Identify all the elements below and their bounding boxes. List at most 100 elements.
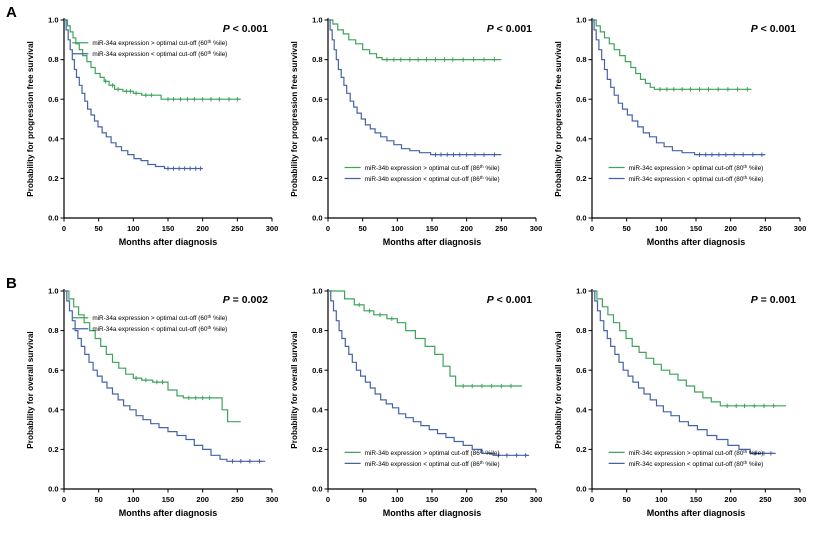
x-tick-label: 0	[62, 495, 66, 504]
x-tick-label: 250	[231, 495, 244, 504]
survival-curve-high	[328, 19, 502, 61]
x-axis-title: Months after diagnosis	[647, 237, 746, 247]
y-tick-label: 0.6	[48, 95, 58, 104]
y-tick-label: 0.8	[312, 55, 322, 64]
survival-curve-high	[592, 290, 787, 407]
x-tick-label: 100	[655, 495, 668, 504]
legend-label: miR-34a expression > optimal cut-off (60…	[92, 314, 227, 322]
y-tick-label: 0.4	[48, 405, 59, 414]
panel-b-row: B 0 50 100 150 200 250 300 0.0 0.2 0.4 0.6 0.8 1.0 Mo…	[0, 271, 825, 542]
x-tick-label: 50	[358, 224, 366, 233]
x-tick-label: 200	[724, 224, 737, 233]
y-tick-label: 1.0	[48, 287, 58, 296]
km-chart-os-mir34c: 0 50 100 150 200 250 300 0.0 0.2 0.4 0.6 0.8 1.0 Mont…	[552, 275, 814, 533]
survival-curve-low	[328, 19, 502, 156]
survival-curve-high	[64, 290, 241, 423]
x-tick-label: 250	[495, 495, 508, 504]
y-tick-label: 0.8	[576, 326, 586, 335]
km-chart-pfs-mir34a: 0 50 100 150 200 250 300 0.0 0.2 0.4 0.6 0.8 1.0 Mont…	[24, 4, 286, 262]
legend-label: miR-34c expression > optimal cut-off (80…	[629, 164, 764, 172]
x-tick-label: 150	[426, 495, 439, 504]
y-axis-title: Probability for progression free surviva…	[290, 41, 299, 197]
survival-curve-low	[64, 19, 203, 170]
y-tick-label: 0.0	[312, 485, 322, 494]
legend-label: miR-34a expression > optimal cut-off (60…	[92, 39, 227, 47]
km-plot-svg: 0 50 100 150 200 250 300 0.0 0.2 0.4 0.6 0.8 1.0 Mont…	[554, 16, 806, 247]
km-plot-svg: 0 50 100 150 200 250 300 0.0 0.2 0.4 0.6 0.8 1.0 Mont…	[290, 287, 543, 518]
legend-label: miR-34b expression < optimal cut-off (86…	[365, 175, 500, 183]
y-tick-label: 1.0	[48, 16, 58, 25]
y-tick-label: 0.2	[576, 445, 586, 454]
x-tick-label: 0	[326, 495, 330, 504]
y-tick-label: 0.0	[48, 214, 58, 223]
x-axis-title: Months after diagnosis	[119, 237, 218, 247]
x-tick-label: 50	[358, 495, 366, 504]
y-tick-label: 0.2	[576, 174, 586, 183]
x-tick-label: 200	[196, 495, 209, 504]
x-tick-label: 300	[266, 495, 279, 504]
x-tick-label: 50	[94, 495, 102, 504]
km-chart-pfs-mir34c: 0 50 100 150 200 250 300 0.0 0.2 0.4 0.6 0.8 1.0 Mont…	[552, 4, 814, 262]
y-tick-label: 0.4	[48, 134, 59, 143]
legend-label: miR-34a expression < optimal cut-off (60…	[92, 325, 227, 333]
x-tick-label: 150	[426, 224, 439, 233]
x-tick-label: 150	[162, 224, 175, 233]
x-tick-label: 300	[530, 224, 543, 233]
x-axis-title: Months after diagnosis	[383, 237, 482, 247]
y-tick-label: 0.6	[312, 95, 322, 104]
x-tick-label: 0	[62, 224, 66, 233]
survival-curve-low	[328, 290, 530, 456]
y-axis-title: Probability for progression free surviva…	[26, 41, 35, 197]
x-tick-label: 50	[94, 224, 102, 233]
x-tick-label: 200	[460, 495, 473, 504]
y-tick-label: 0.2	[312, 174, 322, 183]
y-axis-title: Probability for overall survival	[290, 331, 299, 448]
x-tick-label: 200	[724, 495, 737, 504]
legend-label: miR-34c expression > optimal cut-off (80…	[629, 449, 764, 457]
x-tick-label: 200	[196, 224, 209, 233]
y-tick-label: 1.0	[576, 287, 586, 296]
y-tick-label: 0.0	[312, 214, 322, 223]
y-tick-label: 1.0	[576, 16, 586, 25]
survival-curve-high	[64, 19, 241, 100]
x-tick-label: 150	[690, 224, 703, 233]
x-tick-label: 100	[655, 224, 668, 233]
y-tick-label: 0.4	[312, 134, 323, 143]
y-tick-label: 0.6	[48, 366, 58, 375]
y-tick-label: 0.6	[576, 95, 586, 104]
p-value-label: P = 0.002	[223, 294, 268, 306]
y-tick-label: 0.8	[48, 326, 58, 335]
legend-label: miR-34b expression > optimal cut-off (86…	[365, 164, 500, 172]
y-tick-label: 0.4	[576, 134, 587, 143]
y-tick-label: 0.8	[48, 55, 58, 64]
x-axis-title: Months after diagnosis	[383, 508, 482, 518]
y-tick-label: 0.2	[312, 445, 322, 454]
legend-label: miR-34c expression < optimal cut-off (80…	[629, 175, 764, 183]
y-tick-label: 0.0	[576, 485, 586, 494]
y-tick-label: 1.0	[312, 287, 322, 296]
p-value-label: P < 0.001	[751, 23, 796, 35]
y-tick-label: 0.4	[312, 405, 323, 414]
legend-label: miR-34b expression > optimal cut-off (86…	[365, 449, 500, 457]
p-value-label: P = 0.001	[751, 294, 796, 306]
x-tick-label: 100	[391, 224, 404, 233]
km-plot-svg: 0 50 100 150 200 250 300 0.0 0.2 0.4 0.6 0.8 1.0 Mont…	[26, 16, 278, 247]
x-tick-label: 300	[530, 495, 543, 504]
km-plot-svg: 0 50 100 150 200 250 300 0.0 0.2 0.4 0.6 0.8 1.0 Mont…	[290, 16, 543, 247]
x-tick-label: 0	[326, 224, 330, 233]
panel-b-label: B	[6, 275, 17, 292]
survival-curve-low	[592, 290, 776, 454]
legend-label: miR-34c expression < optimal cut-off (80…	[629, 460, 764, 468]
x-tick-label: 100	[127, 224, 140, 233]
panel-a-row: A 0 50 100 150 200 250 300 0.0 0.2 0.4 0.6 0.8 1.0 Mo…	[6, 4, 814, 262]
km-plot-svg: 0 50 100 150 200 250 300 0.0 0.2 0.4 0.6 0.8 1.0 Mont…	[26, 287, 279, 518]
y-tick-label: 0.4	[576, 405, 587, 414]
x-tick-label: 250	[231, 224, 244, 233]
y-tick-label: 0.8	[576, 55, 586, 64]
x-tick-label: 150	[162, 495, 175, 504]
legend-label: miR-34a expression < optimal cut-off (60…	[92, 50, 227, 58]
p-value-label: P < 0.001	[223, 23, 268, 35]
y-tick-label: 0.6	[576, 366, 586, 375]
y-tick-label: 0.8	[312, 326, 322, 335]
x-tick-label: 50	[622, 495, 630, 504]
